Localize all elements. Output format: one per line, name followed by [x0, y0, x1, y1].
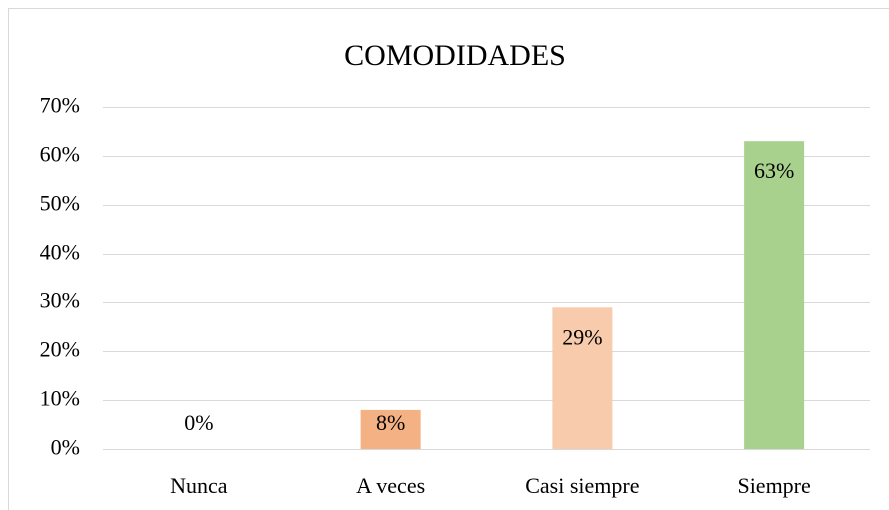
data-label: 0%	[184, 410, 213, 435]
y-tick-label: 10%	[40, 386, 80, 411]
chart-title: COMODIDADES	[344, 39, 566, 72]
x-tick-label: A veces	[356, 473, 425, 498]
data-label: 63%	[754, 158, 794, 183]
x-tick-label: Nunca	[170, 473, 228, 498]
y-tick-label: 0%	[51, 435, 80, 460]
y-tick-label: 70%	[40, 93, 80, 118]
x-tick-label: Siempre	[737, 473, 810, 498]
bar	[552, 307, 613, 449]
y-tick-label: 50%	[40, 191, 80, 216]
y-tick-label: 40%	[40, 240, 80, 265]
y-tick-label: 30%	[40, 288, 80, 313]
bar	[744, 141, 805, 449]
y-tick-label: 60%	[40, 142, 80, 167]
data-label: 8%	[376, 410, 405, 435]
x-tick-label: Casi siempre	[525, 473, 639, 498]
data-label: 29%	[562, 324, 602, 349]
y-tick-label: 20%	[40, 337, 80, 362]
bar	[360, 409, 421, 449]
